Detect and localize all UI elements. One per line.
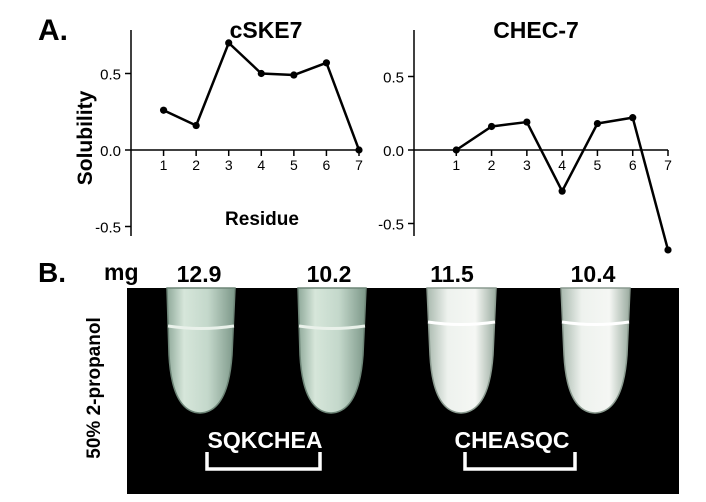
- data-point: [593, 119, 602, 128]
- chart-title: cSKE7: [230, 17, 303, 43]
- x-tick-label: 1: [160, 157, 168, 173]
- x-tick-label: 6: [629, 157, 637, 173]
- data-point: [322, 59, 331, 67]
- x-tick-label: 3: [523, 157, 531, 173]
- data-point: [355, 146, 363, 154]
- x-tick-label: 7: [355, 157, 363, 173]
- sequence-label-1: SQKCHEA: [207, 427, 322, 453]
- mass-unit-label: mg: [104, 259, 139, 285]
- tube-2: [297, 287, 367, 414]
- y-tick-label: -0.5: [95, 220, 121, 237]
- series-line: [455, 116, 670, 251]
- x-tick-label: 4: [558, 157, 566, 173]
- y-tick-label: 0.0: [100, 143, 121, 160]
- x-tick-label: 2: [488, 157, 496, 173]
- x-tick-label: 5: [594, 157, 602, 173]
- mass-value-4: 10.4: [571, 261, 616, 287]
- tube-3-body: [426, 287, 497, 414]
- x-tick-label: 7: [664, 157, 672, 173]
- bracket-1: [205, 452, 322, 471]
- tube-3: [426, 287, 497, 414]
- chart-title: CHEC-7: [493, 17, 579, 43]
- series-line: [163, 41, 361, 151]
- panel-b-label: B.: [38, 257, 66, 288]
- tube-1: [166, 287, 236, 414]
- tube-1-meniscus: [167, 324, 235, 330]
- tube-photo: SQKCHEA CHEASQC: [127, 287, 679, 494]
- data-point: [257, 69, 265, 78]
- data-point: [225, 39, 233, 47]
- data-point: [523, 118, 531, 126]
- sequence-label-2: CHEASQC: [454, 427, 569, 453]
- mass-value-1: 12.9: [177, 261, 222, 287]
- tube-3-meniscus: [427, 320, 496, 326]
- data-point: [629, 114, 637, 122]
- mass-value-2: 10.2: [307, 261, 352, 287]
- y-tick-label: 0.0: [383, 143, 404, 160]
- y-tick-label: 0.5: [383, 70, 404, 87]
- tube-1-body: [166, 287, 236, 414]
- solvent-label: 50% 2-propanol: [84, 317, 105, 458]
- tube-4-body: [560, 287, 631, 414]
- mass-value-3: 11.5: [430, 261, 474, 287]
- data-point: [664, 246, 672, 254]
- data-point: [192, 121, 200, 130]
- data-point: [290, 71, 298, 79]
- x-tick-label: 1: [452, 157, 460, 173]
- data-point: [558, 187, 566, 195]
- x-tick-label: 4: [257, 157, 265, 173]
- bracket-2: [463, 452, 577, 471]
- data-point: [452, 146, 460, 154]
- data-point: [487, 122, 496, 131]
- x-axis-label: Residue: [225, 209, 299, 230]
- y-tick-label: 0.5: [100, 67, 121, 84]
- data-point: [159, 106, 168, 114]
- x-tick-label: 5: [290, 157, 298, 173]
- tube-2-body: [297, 287, 367, 414]
- chart-chec7: CHEC-7 -0.5 0.0 0.5 1 2 3 4 5 6 7: [378, 17, 672, 254]
- panel-a-label: A.: [38, 14, 68, 47]
- y-axis-label: Solubility: [74, 90, 97, 185]
- tube-2-meniscus: [298, 324, 366, 330]
- y-tick-label: -0.5: [378, 217, 404, 234]
- chart-cske7: cSKE7 -0.5 0.0 0.5 1 2 3 4 5 6 7: [95, 17, 363, 237]
- x-tick-label: 6: [323, 157, 331, 173]
- tube-4-meniscus: [561, 320, 630, 326]
- x-tick-label: 2: [192, 157, 200, 173]
- x-tick-label: 3: [225, 157, 233, 173]
- tube-4: [560, 287, 631, 414]
